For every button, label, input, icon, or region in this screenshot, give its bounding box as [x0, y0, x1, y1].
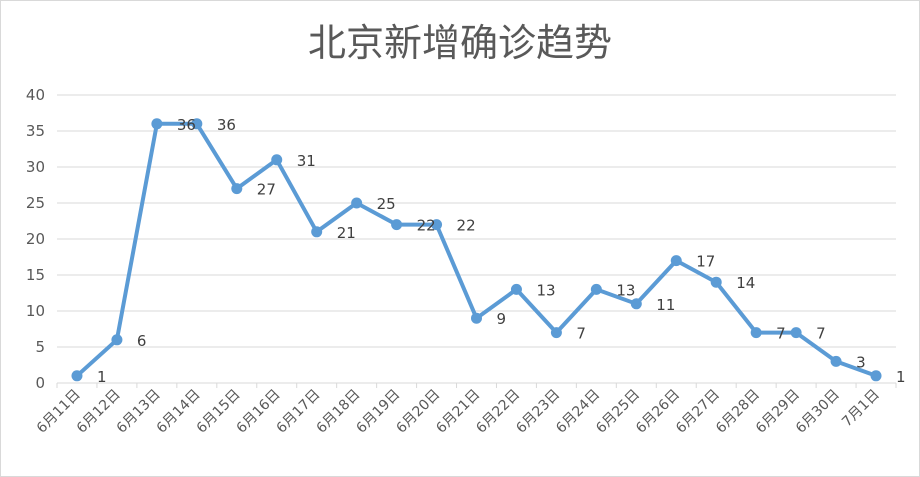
data-point [271, 154, 283, 166]
data-point [351, 197, 363, 209]
data-label: 22 [417, 217, 436, 235]
data-point [510, 283, 522, 295]
data-label: 25 [377, 195, 396, 213]
y-tick-label: 15 [26, 266, 45, 284]
data-point [71, 370, 83, 382]
series-layer [71, 118, 882, 382]
y-tick-label: 10 [26, 302, 45, 320]
data-label: 13 [536, 281, 555, 299]
data-point [391, 219, 403, 231]
data-point [471, 312, 482, 324]
data-point [790, 327, 802, 339]
x-tick-label: 6月30日 [793, 387, 843, 437]
data-point [750, 327, 762, 339]
data-label: 21 [337, 224, 356, 242]
data-point [630, 298, 642, 310]
y-tick-label: 20 [26, 230, 45, 248]
data-label: 3 [856, 353, 866, 371]
data-label: 6 [137, 332, 147, 350]
data-point [590, 283, 602, 295]
data-label: 1 [97, 368, 107, 386]
y-tick-label: 0 [35, 374, 45, 392]
data-point [111, 334, 123, 346]
data-point [710, 276, 722, 288]
data-label: 7 [816, 325, 826, 343]
data-point [151, 118, 163, 130]
data-label: 31 [297, 152, 316, 170]
data-label: 1 [896, 368, 906, 386]
y-tick-label: 5 [35, 338, 45, 356]
data-point [830, 355, 842, 367]
axis-layer: 05101520253035406月11日6月12日6月13日6月14日6月15… [26, 86, 897, 437]
data-label: 17 [696, 253, 715, 271]
data-label: 13 [616, 281, 635, 299]
data-point [870, 370, 882, 382]
chart-title: 北京新增确诊趋势 [308, 21, 612, 65]
data-label: 27 [257, 181, 276, 199]
data-point [431, 219, 443, 231]
y-tick-label: 40 [26, 86, 45, 104]
data-label: 14 [736, 274, 755, 292]
y-tick-label: 35 [26, 122, 45, 140]
data-point [231, 183, 243, 195]
data-label: 36 [217, 116, 236, 134]
data-label: 9 [497, 310, 507, 328]
y-tick-label: 30 [26, 158, 45, 176]
data-point [670, 255, 682, 267]
grid-layer [57, 94, 896, 348]
data-label: 7 [776, 325, 786, 343]
data-label: 22 [457, 217, 476, 235]
y-tick-label: 25 [26, 194, 45, 212]
data-label: 36 [177, 116, 196, 134]
data-label: 11 [656, 296, 675, 314]
data-point [311, 226, 323, 238]
data-label: 7 [576, 325, 586, 343]
data-point [550, 327, 562, 339]
data-point [191, 118, 203, 130]
x-tick-label: 7月1日 [839, 387, 883, 431]
